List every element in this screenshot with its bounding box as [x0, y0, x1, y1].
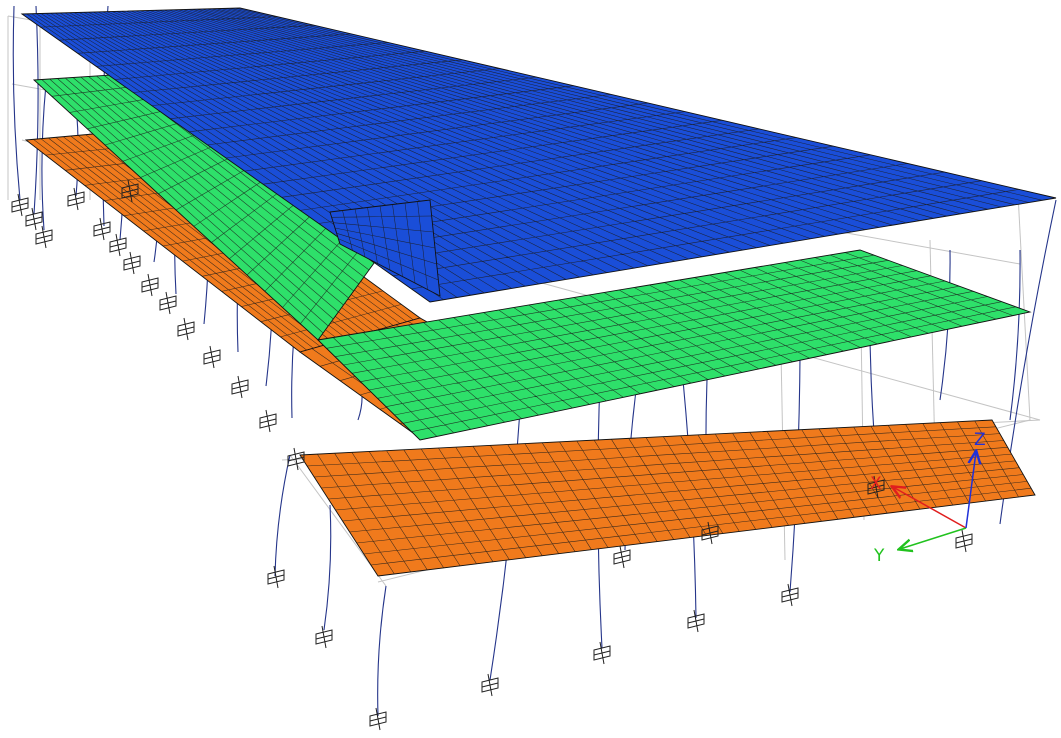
pinned-support-icon [121, 179, 139, 203]
deformed-column [1009, 249, 1021, 421]
pinned-support-icon [481, 673, 499, 697]
slab-level-2 [317, 249, 1032, 441]
deformed-column [41, 83, 47, 231]
deformed-column [323, 504, 332, 631]
y-axis-arrow [900, 527, 967, 549]
slab-roof [20, 7, 1057, 303]
pinned-support-icon [867, 475, 885, 499]
pinned-support-icon [159, 291, 177, 315]
floor-slabs [20, 7, 1057, 577]
pinned-support-icon [781, 583, 799, 607]
x-axis-arrow [893, 487, 967, 529]
base-supports [11, 179, 973, 731]
y-axis-label: Y [873, 546, 885, 566]
axis-triad: X Y Z [870, 430, 986, 566]
pinned-support-icon [123, 251, 141, 275]
pinned-support-icon [687, 609, 705, 633]
z-axis-label: Z [974, 430, 986, 450]
pinned-support-icon [35, 225, 53, 249]
deformed-column [12, 5, 21, 201]
slab-level-1 [299, 419, 1036, 577]
pinned-support-icon [93, 217, 111, 241]
pinned-support-icon [369, 707, 387, 731]
pinned-support-icon [259, 409, 277, 433]
pinned-support-icon [25, 207, 43, 231]
pinned-support-icon [11, 193, 29, 217]
x-axis-label: X [870, 474, 882, 494]
pinned-support-icon [593, 641, 611, 665]
pinned-support-icon [287, 447, 305, 471]
deformed-column [33, 5, 39, 215]
deformed-column [377, 585, 387, 717]
pinned-support-icon [177, 317, 195, 341]
pinned-support-icon [67, 187, 85, 211]
pinned-support-icon [701, 521, 719, 545]
pinned-support-icon [315, 625, 333, 649]
pinned-support-icon [231, 375, 249, 399]
pinned-support-icon [955, 529, 973, 553]
pinned-support-icon [613, 545, 631, 569]
z-axis-arrow [965, 452, 976, 529]
pinned-support-icon [267, 565, 285, 589]
pinned-support-icon [203, 345, 221, 369]
deformed-column [274, 454, 291, 577]
pinned-support-icon [141, 273, 159, 297]
pinned-support-icon [109, 233, 127, 257]
slab-roof-step [329, 199, 441, 297]
